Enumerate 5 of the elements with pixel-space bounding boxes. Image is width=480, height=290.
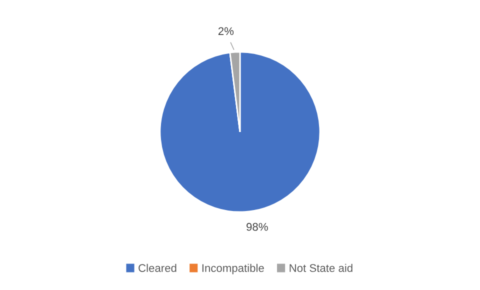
- legend-label: Not State aid: [290, 264, 352, 272]
- legend-label: Cleared: [138, 264, 176, 272]
- data-label: 98%: [246, 222, 268, 231]
- legend-label: Incompatible: [202, 264, 264, 274]
- data-label: 2%: [218, 27, 234, 36]
